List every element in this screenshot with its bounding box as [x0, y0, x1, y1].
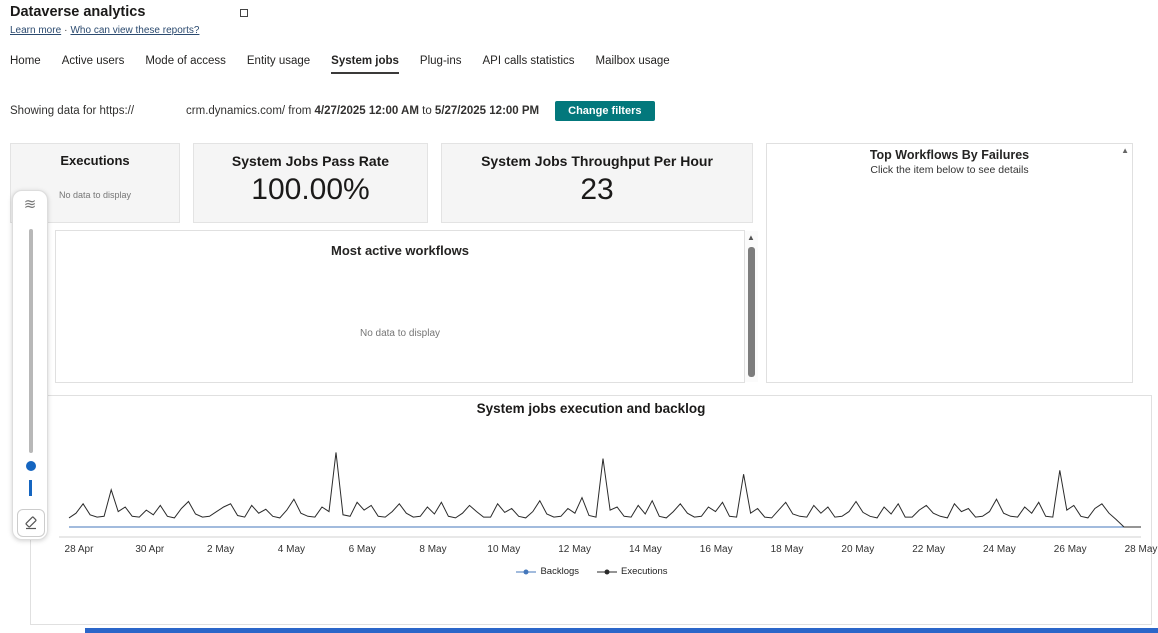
top-workflows-subtitle: Click the item below to see details: [870, 164, 1029, 176]
executions-line: [68, 452, 1141, 528]
x-axis-tick: 6 May: [348, 544, 376, 555]
x-axis-tick: 28 Apr: [64, 544, 94, 555]
tab-active-users[interactable]: Active users: [61, 55, 125, 67]
tab-home[interactable]: Home: [10, 55, 41, 67]
x-axis-tick: 28 May: [1124, 544, 1158, 555]
slider-handle[interactable]: [26, 461, 36, 471]
slider-rail[interactable]: [29, 229, 33, 453]
scrollbar-thumb[interactable]: [748, 247, 755, 377]
chart-title: System jobs execution and backlog: [476, 401, 706, 416]
tab-mode-of-access[interactable]: Mode of access: [145, 55, 226, 67]
system-jobs-chart-panel: System jobs execution and backlog 28 Apr…: [30, 395, 1158, 625]
who-can-view-link[interactable]: Who can view these reports?: [70, 25, 200, 36]
x-axis-tick: 14 May: [628, 544, 662, 555]
redacted-url-segment: [134, 105, 186, 117]
to-label: to: [422, 105, 432, 117]
link-separator: ·: [64, 25, 68, 36]
horizontal-scrollbar[interactable]: [85, 628, 1158, 633]
x-axis-tick: 10 May: [487, 544, 521, 555]
eraser-button[interactable]: [17, 509, 45, 537]
filter-summary-bar: Showing data for https:// crm.dynamics.co…: [10, 101, 655, 121]
grip-icon[interactable]: ≋: [23, 196, 37, 213]
x-axis-tick: 30 Apr: [135, 544, 165, 555]
report-tabs: Home Active users Mode of access Entity …: [10, 55, 670, 74]
from-datetime: 4/27/2025 12:00 AM: [314, 105, 419, 117]
pass-rate-card-title: System Jobs Pass Rate: [231, 153, 390, 169]
chart-legend: Backlogs Executions: [31, 566, 1153, 577]
tab-plug-ins[interactable]: Plug-ins: [419, 55, 462, 67]
tab-api-calls-statistics[interactable]: API calls statistics: [482, 55, 575, 67]
tab-mailbox-usage[interactable]: Mailbox usage: [595, 55, 670, 67]
most-active-empty: No data to display: [359, 328, 441, 339]
executions-card-title: Executions: [60, 153, 130, 168]
legend-label-executions: Executions: [621, 566, 668, 577]
pass-rate-card: System Jobs Pass Rate 100.00%: [193, 143, 428, 223]
x-axis-tick: 16 May: [699, 544, 733, 555]
from-label: from: [288, 105, 312, 117]
tab-system-jobs[interactable]: System jobs: [331, 55, 399, 74]
header-links: Learn more · Who can view these reports?: [10, 25, 199, 36]
legend-item-executions[interactable]: Executions: [597, 566, 668, 577]
x-axis-tick: 20 May: [841, 544, 875, 555]
url-host: crm.dynamics.com/: [186, 105, 286, 117]
top-workflows-panel: Top Workflows By Failures Click the item…: [766, 143, 1133, 383]
throughput-card: System Jobs Throughput Per Hour 23: [441, 143, 753, 223]
eraser-icon: [25, 516, 37, 530]
x-axis-tick: 18 May: [770, 544, 804, 555]
legend-item-backlogs[interactable]: Backlogs: [516, 566, 579, 577]
x-axis-tick: 22 May: [912, 544, 945, 555]
backlogs-marker-icon: [516, 569, 537, 574]
slider-range-indicator[interactable]: [29, 480, 32, 496]
pass-rate-value: 100.00%: [251, 173, 370, 206]
system-jobs-chart-svg: [59, 452, 1141, 538]
learn-more-link[interactable]: Learn more: [10, 25, 62, 36]
executions-marker-icon: [597, 569, 618, 574]
x-axis-tick: 26 May: [1053, 544, 1087, 555]
to-datetime: 5/27/2025 12:00 PM: [434, 105, 540, 117]
showing-data-label: Showing data for: [10, 105, 97, 117]
legend-label-backlogs: Backlogs: [540, 566, 580, 577]
tab-entity-usage[interactable]: Entity usage: [246, 55, 311, 67]
x-axis-tick: 4 May: [277, 544, 306, 555]
x-axis: 28 Apr 30 Apr 2 May 4 May 6 May 8 May 10 May 12…: [31, 544, 1158, 558]
chart-zoom-slider: ≋: [12, 190, 48, 540]
scroll-up-icon[interactable]: ▲: [1121, 146, 1129, 155]
change-filters-button[interactable]: Change filters: [555, 101, 655, 121]
most-active-scrollbar[interactable]: ▲: [745, 231, 758, 382]
x-axis-tick: 12 May: [558, 544, 591, 555]
x-axis-tick: 2 May: [206, 544, 235, 555]
x-axis-tick: 8 May: [419, 544, 447, 555]
throughput-card-title: System Jobs Throughput Per Hour: [481, 153, 713, 169]
most-active-title: Most active workflows: [331, 243, 469, 258]
page-title: Dataverse analytics: [10, 4, 146, 20]
most-active-workflows-panel: Most active workflows No data to display: [55, 230, 745, 383]
x-axis-tick: 24 May: [982, 544, 1016, 555]
executions-card-empty: No data to display: [58, 190, 132, 200]
small-square-icon[interactable]: [240, 9, 248, 17]
scroll-up-icon[interactable]: ▲: [747, 233, 755, 242]
throughput-value: 23: [580, 173, 614, 206]
top-workflows-title: Top Workflows By Failures: [869, 148, 1030, 162]
url-scheme: https://: [99, 105, 135, 117]
